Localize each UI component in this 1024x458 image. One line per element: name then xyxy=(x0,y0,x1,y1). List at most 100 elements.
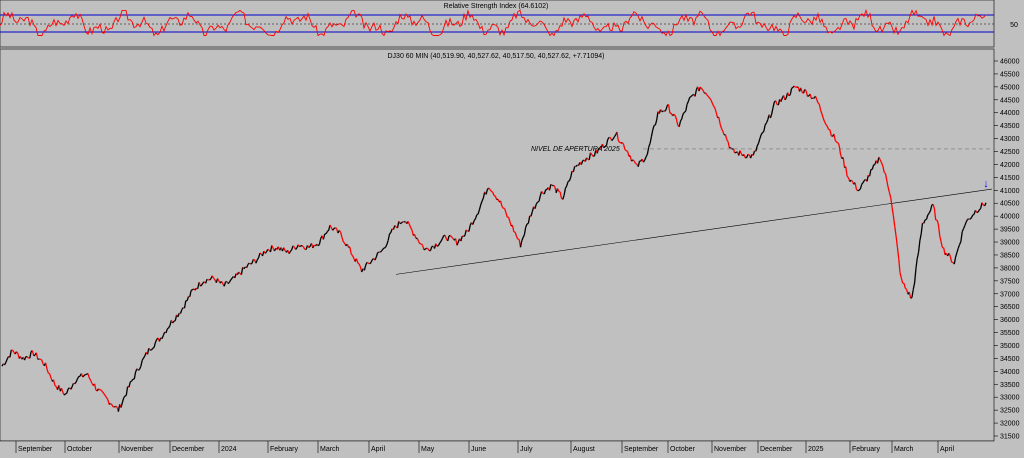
price-segment xyxy=(789,95,790,96)
price-segment xyxy=(466,230,467,231)
price-segment xyxy=(546,189,547,190)
price-segment xyxy=(538,201,539,202)
price-segment xyxy=(174,321,175,322)
y-tick-label: 41500 xyxy=(1000,175,1020,182)
x-tick-label: August xyxy=(573,446,595,453)
price-segment xyxy=(559,191,560,192)
price-segment xyxy=(384,247,385,248)
y-tick-label: 37000 xyxy=(1000,291,1020,298)
y-tick-label: 35000 xyxy=(1000,343,1020,350)
price-segment xyxy=(654,125,655,126)
price-segment xyxy=(251,263,252,264)
price-panel: DJ30 60 MIN (40,519.90, 40,527.62, 40,51… xyxy=(0,49,1020,441)
price-segment xyxy=(464,236,465,237)
price-segment xyxy=(260,253,261,254)
x-tick-label: February xyxy=(270,446,299,453)
price-segment xyxy=(99,389,100,390)
price-segment xyxy=(191,290,192,291)
x-tick-label: November xyxy=(714,446,747,453)
price-segment xyxy=(884,172,885,173)
x-tick-label: May xyxy=(421,446,435,453)
rsi-title: Relative Strength Index (64.6102) xyxy=(444,3,549,10)
price-segment xyxy=(334,228,335,229)
price-segment xyxy=(383,248,384,249)
y-tick-label: 44500 xyxy=(1000,97,1020,104)
price-segment xyxy=(427,248,428,249)
price-segment xyxy=(626,151,627,152)
y-tick-label: 39000 xyxy=(1000,240,1020,247)
price-segment xyxy=(401,222,402,223)
price-segment xyxy=(859,189,860,190)
y-tick-label: 40500 xyxy=(1000,201,1020,208)
x-tick-label: April xyxy=(940,446,954,453)
price-segment xyxy=(568,181,569,182)
price-segment xyxy=(690,97,691,98)
x-tick-label: October xyxy=(670,446,696,453)
price-segment xyxy=(64,394,65,395)
x-tick-label: 2025 xyxy=(808,446,824,453)
y-tick-label: 32000 xyxy=(1000,421,1020,428)
rsi-tick-50: 50 xyxy=(1010,22,1018,29)
price-segment xyxy=(55,385,56,386)
price-segment xyxy=(794,86,795,87)
price-segment xyxy=(665,110,666,111)
price-segment xyxy=(335,228,336,229)
x-tick-label: March xyxy=(320,446,340,453)
price-segment xyxy=(268,249,269,250)
price-y-axis: 4600045500450004450044000435004300042500… xyxy=(994,59,1020,441)
price-segment xyxy=(130,381,131,382)
y-tick-label: 37500 xyxy=(1000,278,1020,285)
y-tick-label: 31500 xyxy=(1000,434,1020,441)
price-segment xyxy=(925,219,926,220)
price-segment xyxy=(207,279,208,280)
price-segment xyxy=(674,114,675,115)
x-tick-label: 2024 xyxy=(221,446,237,453)
x-tick-label: June xyxy=(471,446,486,453)
y-tick-label: 33500 xyxy=(1000,382,1020,389)
x-tick-label: September xyxy=(624,446,659,453)
price-segment xyxy=(100,390,101,391)
price-segment xyxy=(792,87,793,88)
price-segment xyxy=(84,375,85,376)
y-tick-label: 45500 xyxy=(1000,71,1020,78)
x-tick-label: October xyxy=(67,446,93,453)
price-segment xyxy=(116,406,117,407)
x-tick-label: November xyxy=(121,446,154,453)
y-tick-label: 34500 xyxy=(1000,356,1020,363)
price-segment xyxy=(973,214,974,215)
x-tick-label: February xyxy=(852,446,881,453)
price-segment xyxy=(554,185,555,186)
price-segment xyxy=(636,164,637,165)
price-segment xyxy=(494,196,495,197)
price-segment xyxy=(633,160,634,161)
price-segment xyxy=(437,245,438,246)
y-tick-label: 35500 xyxy=(1000,330,1020,337)
price-segment xyxy=(477,214,478,215)
price-segment xyxy=(370,263,371,264)
y-tick-label: 44000 xyxy=(1000,110,1020,117)
price-segment xyxy=(400,223,401,224)
price-segment xyxy=(111,404,112,405)
price-segment xyxy=(367,262,368,263)
price-segment xyxy=(491,191,492,192)
price-segment xyxy=(905,288,906,289)
price-segment xyxy=(380,251,381,252)
price-segment xyxy=(200,285,201,286)
nivel-apertura-label: NIVEL DE APERTURA 2025 xyxy=(531,146,620,153)
price-segment xyxy=(249,263,250,264)
price-segment xyxy=(858,190,859,191)
y-tick-label: 42000 xyxy=(1000,162,1020,169)
price-segment xyxy=(605,146,606,147)
price-segment xyxy=(911,298,912,299)
y-tick-label: 40000 xyxy=(1000,214,1020,221)
price-segment xyxy=(620,142,621,143)
price-segment xyxy=(851,180,852,181)
price-segment xyxy=(527,223,528,224)
price-segment xyxy=(167,328,168,329)
price-segment xyxy=(300,246,301,247)
price-title: DJ30 60 MIN (40,519.90, 40,527.62, 40,51… xyxy=(388,53,605,60)
price-segment xyxy=(48,373,49,374)
y-tick-label: 36500 xyxy=(1000,304,1020,311)
price-segment xyxy=(327,230,328,231)
